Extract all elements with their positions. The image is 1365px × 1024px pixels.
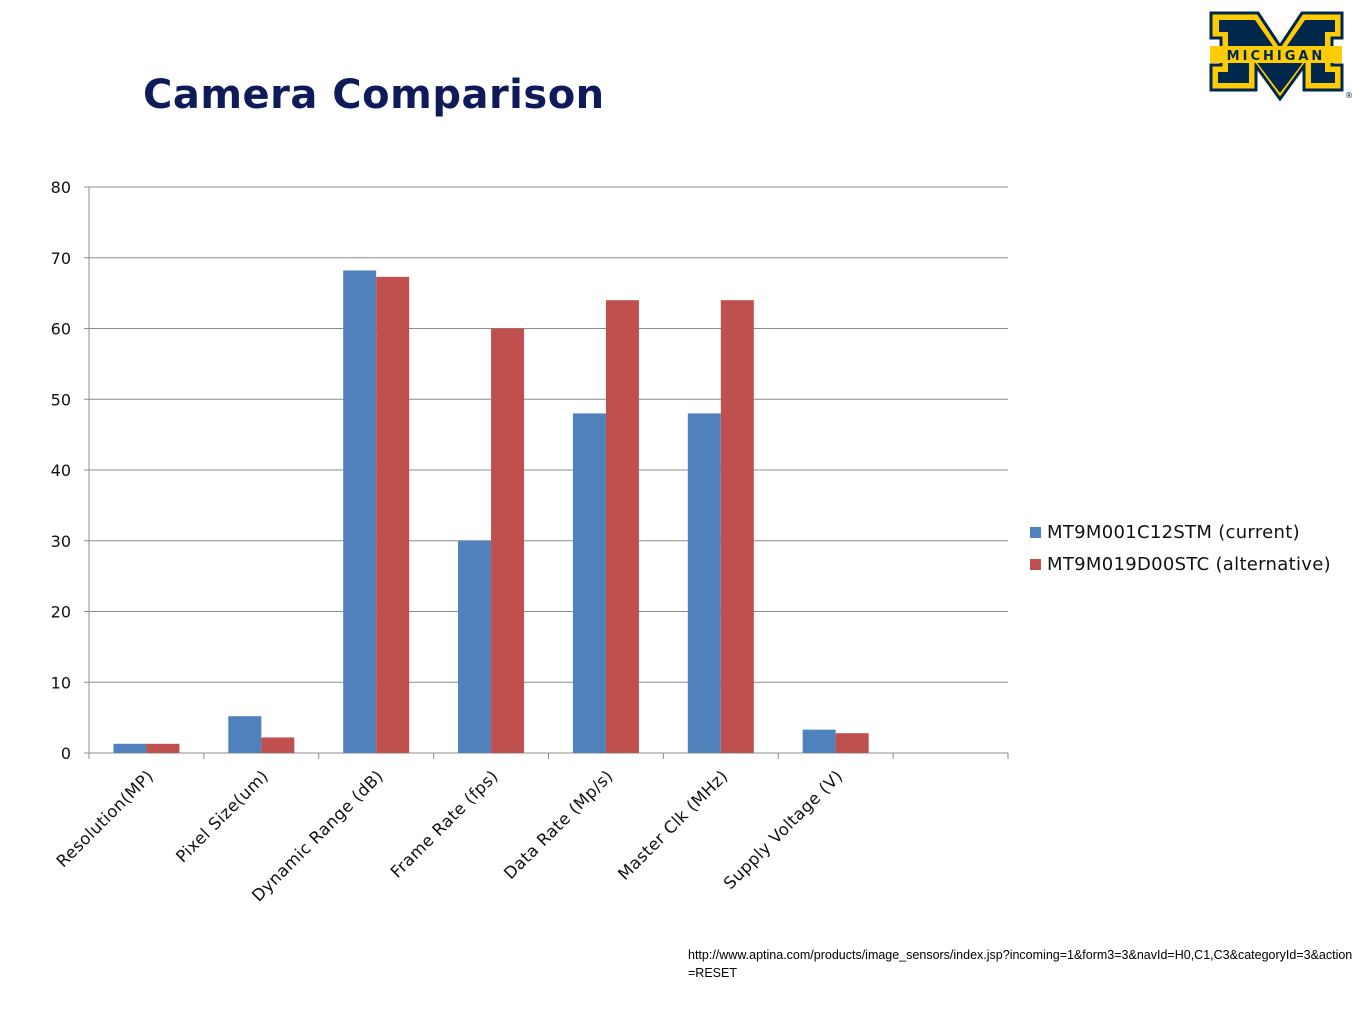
y-tick-label: 60 (51, 320, 71, 339)
legend-item: MT9M001C12STM (current) (1030, 516, 1331, 548)
y-tick-label: 50 (51, 390, 71, 409)
x-category-label: Resolution(MP) (53, 766, 158, 871)
registered-mark: ® (1345, 91, 1353, 100)
bar-series-1 (572, 413, 606, 753)
y-tick-label: 80 (51, 178, 71, 197)
axes: 0 10 20 30 40 50 60 70 80 Resolution(MP) Pixel Siz… (51, 178, 1009, 905)
bar-series-1 (458, 540, 492, 753)
source-url: http://www.aptina.com/products/image_sen… (688, 948, 1353, 980)
y-tick-label: 30 (51, 532, 71, 551)
slide-title: Camera Comparison (143, 72, 605, 118)
bar-series-2 (491, 328, 525, 753)
bar-series-1 (343, 270, 377, 753)
x-category-label: Frame Rate (fps) (387, 766, 502, 881)
y-tick-label: 70 (51, 249, 71, 268)
block-m-icon: MICHIGAN ® (1209, 11, 1353, 102)
x-category-label: Dynamic Range (dB) (248, 766, 387, 905)
bar-series-2 (261, 737, 295, 753)
bar-series-2 (605, 300, 639, 753)
bar-series-2 (376, 276, 410, 753)
x-category-label: Data Rate (Mp/s) (500, 766, 617, 883)
bar-series-1 (113, 743, 147, 753)
legend-label: MT9M001C12STM (current) (1047, 521, 1300, 543)
y-tick-label: 20 (51, 603, 71, 622)
bars (113, 270, 869, 753)
legend-swatch (1030, 526, 1041, 538)
x-category-label: Pixel Size(um) (172, 766, 272, 866)
bar-series-2 (720, 300, 754, 753)
x-category-label: Master Clk (MHz) (614, 766, 731, 883)
logo-text: MICHIGAN (1227, 49, 1326, 64)
bar-series-2 (146, 743, 180, 753)
legend-swatch (1030, 558, 1041, 570)
legend-item: MT9M019D00STC (alternative) (1030, 548, 1331, 580)
y-tick-label: 40 (51, 461, 71, 480)
bar-series-1 (228, 716, 262, 753)
x-category-label: Supply Voltage (V) (720, 766, 847, 893)
bar-series-2 (835, 733, 869, 753)
bar-series-1 (802, 729, 836, 753)
chart-legend: MT9M001C12STM (current) MT9M019D00STC (al… (1030, 516, 1331, 580)
gridlines (89, 186, 1008, 754)
legend-label: MT9M019D00STC (alternative) (1047, 553, 1331, 575)
michigan-logo: MICHIGAN ® (1208, 10, 1353, 106)
y-tick-label: 10 (51, 673, 71, 692)
y-tick-label: 0 (61, 744, 71, 763)
bar-series-1 (687, 413, 721, 753)
